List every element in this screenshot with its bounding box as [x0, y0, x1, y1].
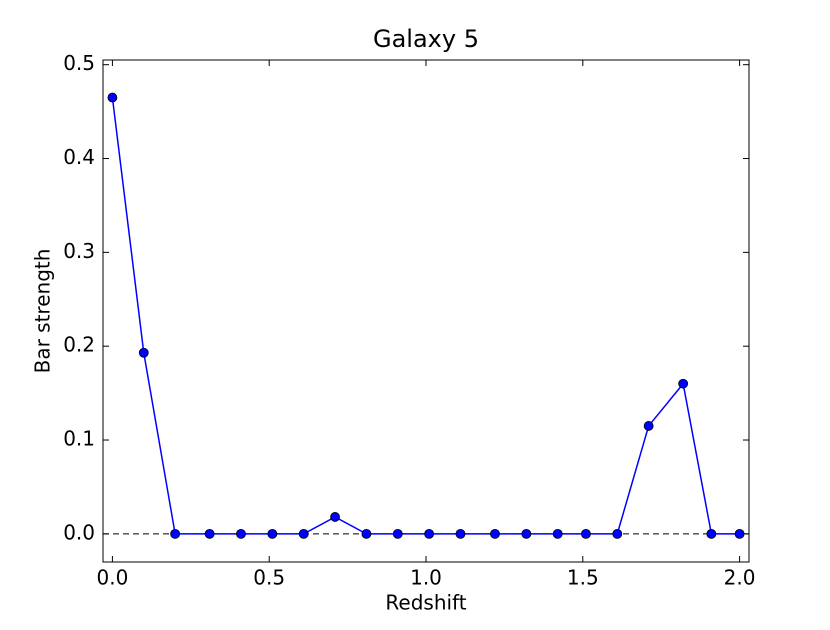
- point: [734, 528, 745, 539]
- point: [490, 528, 500, 539]
- x-tick-label: 2.0: [724, 566, 756, 590]
- plot-frame: [102, 59, 750, 563]
- point: [330, 512, 340, 522]
- point: [643, 421, 654, 431]
- x-tick-label: 0.0: [97, 566, 129, 590]
- x-axis-label: Redshift: [385, 591, 466, 615]
- point: [392, 528, 403, 539]
- y-tick-label: 0.3: [63, 239, 95, 263]
- point: [581, 528, 591, 539]
- x-tick-label: 1.5: [567, 566, 599, 590]
- point: [204, 528, 215, 539]
- point: [267, 528, 278, 539]
- y-axis-label: Bar strength: [31, 249, 55, 374]
- y-tick-label: 0.5: [63, 51, 95, 75]
- point: [552, 528, 563, 539]
- point: [138, 347, 149, 358]
- point: [521, 528, 532, 539]
- point: [612, 528, 623, 539]
- chart-title: Galaxy 5: [373, 25, 479, 53]
- point: [170, 528, 181, 539]
- y-tick-label: 0.2: [63, 333, 95, 357]
- point: [706, 528, 717, 539]
- y-tick-label: 0.4: [63, 145, 95, 169]
- point: [424, 528, 435, 539]
- point: [361, 528, 372, 539]
- point: [678, 378, 689, 389]
- point: [236, 528, 246, 539]
- point: [455, 528, 466, 539]
- y-tick-label: 0.0: [63, 520, 95, 544]
- x-tick-label: 0.5: [253, 566, 285, 590]
- y-tick-label: 0.1: [63, 427, 95, 451]
- x-tick-label: 1.0: [410, 566, 442, 590]
- point: [298, 528, 309, 539]
- point: [107, 92, 118, 103]
